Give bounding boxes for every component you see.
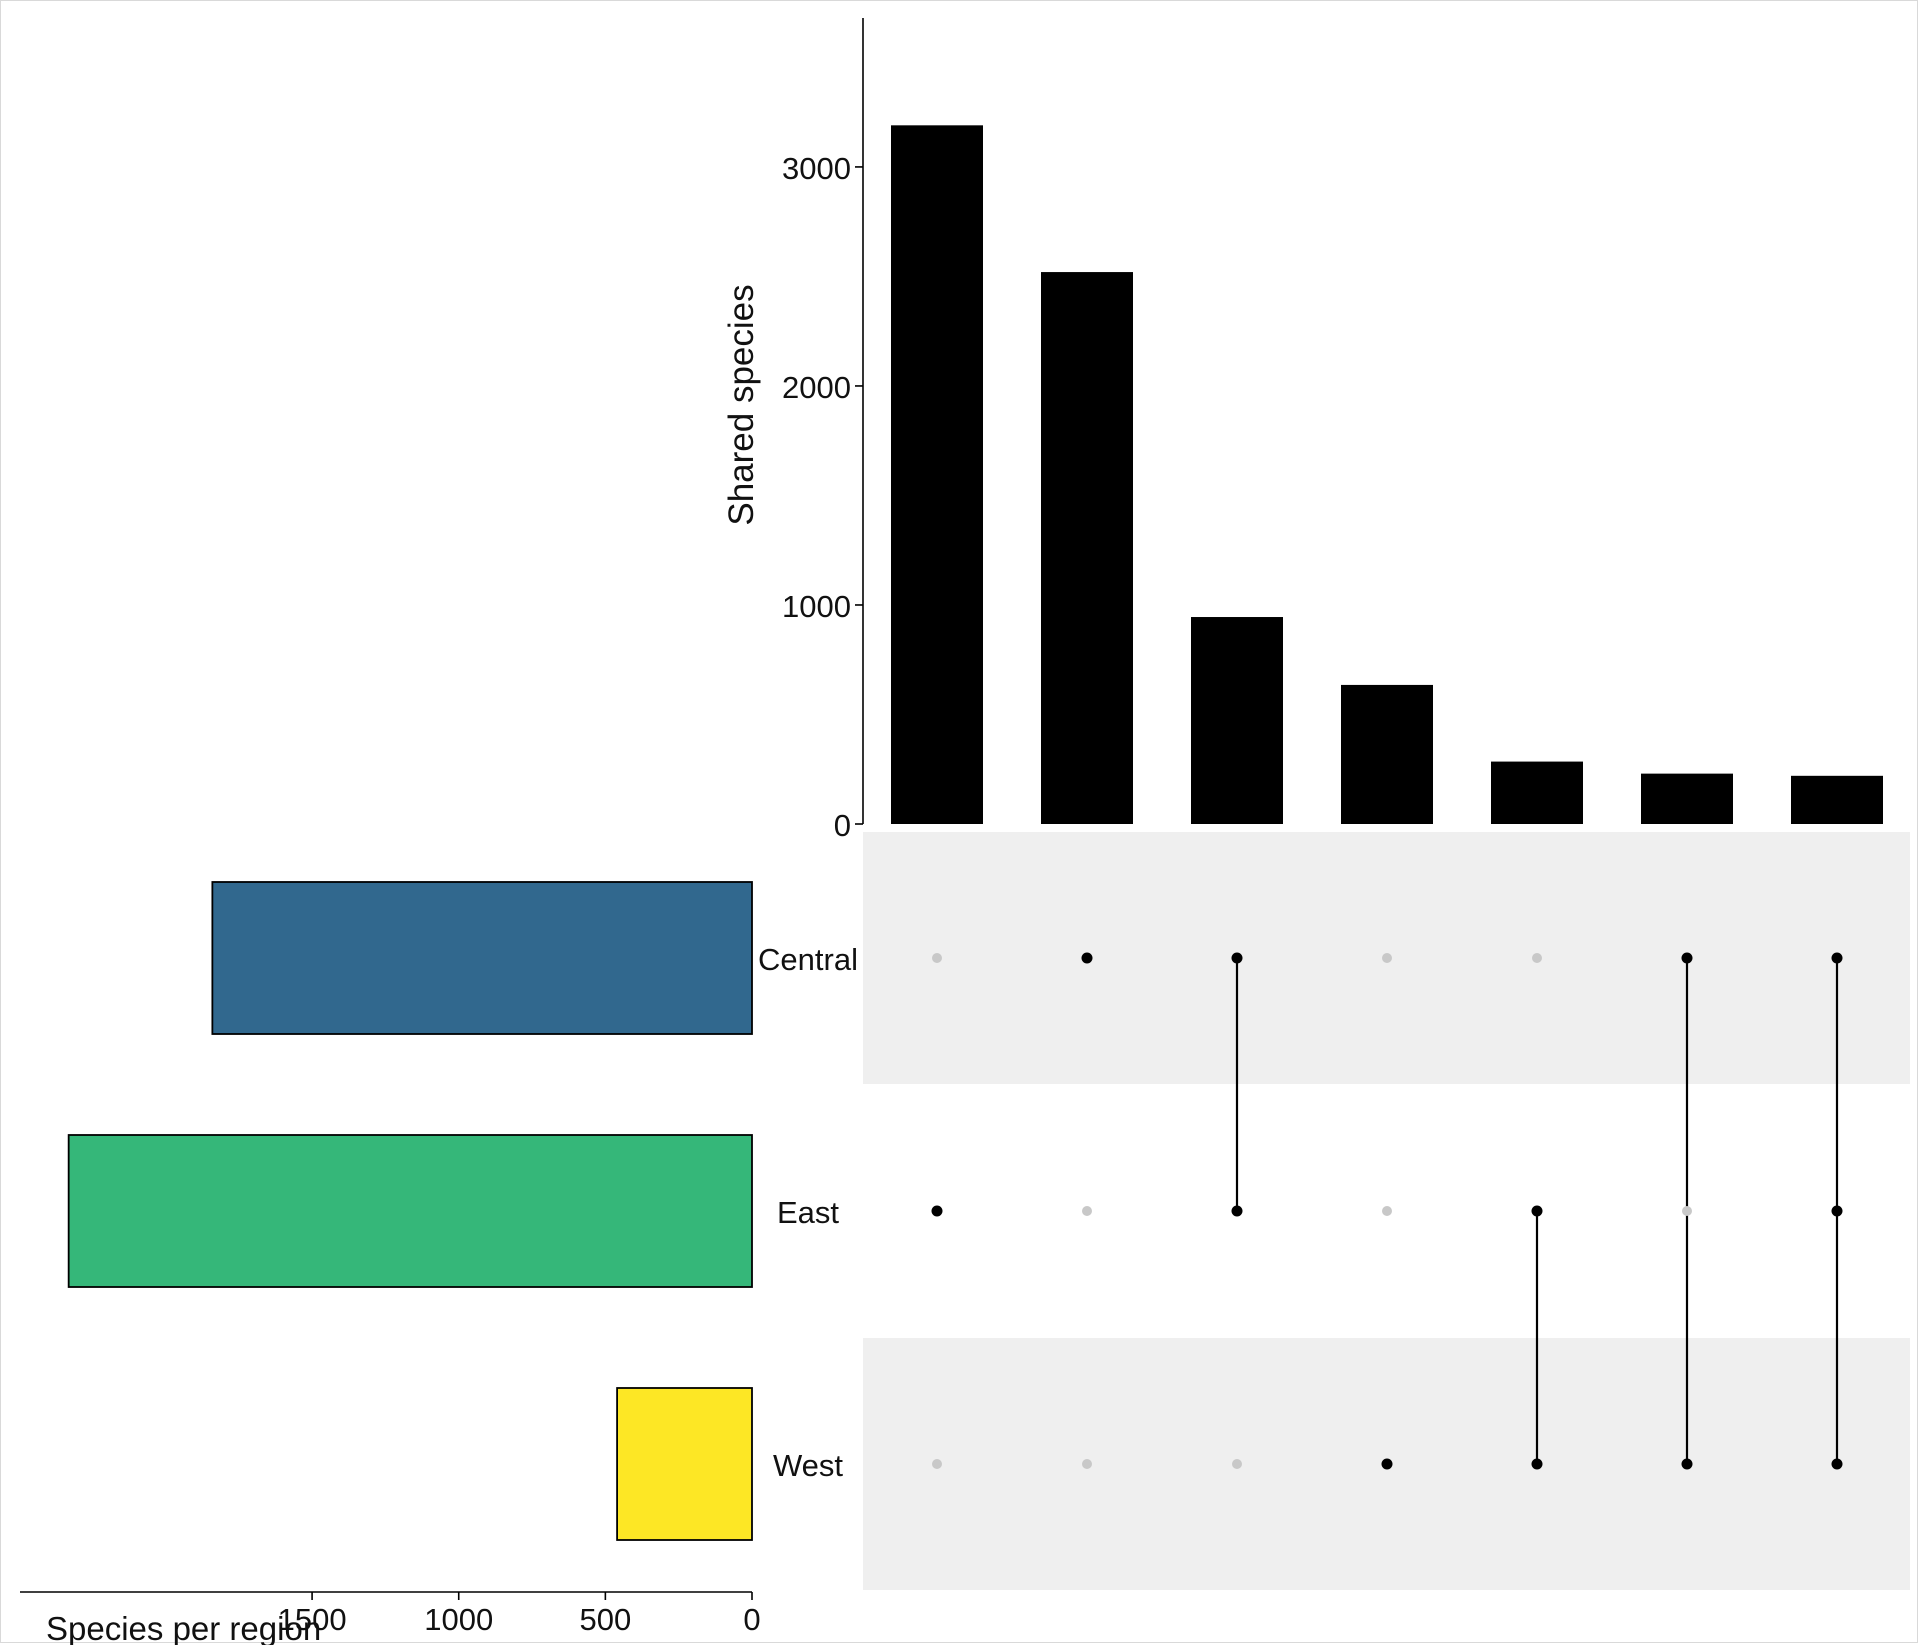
x-tick-label: 1500 [278,1602,347,1637]
set-size-axis: 0 500 1000 1500 Species per region [20,1591,761,1645]
intersection-bar [1491,761,1583,824]
intersection-bar [1041,272,1133,825]
matrix-dot-active [1231,952,1243,964]
set-bar-east [67,1134,753,1288]
matrix-dot-active [1831,1205,1843,1217]
matrix-dot-inactive [932,1459,942,1469]
matrix-dot-inactive [1682,1206,1692,1216]
intersection-axis-title: Shared species [722,284,761,525]
set-label-west: West [773,1448,843,1483]
matrix-dot-active [1381,1458,1393,1470]
set-label-east: East [777,1195,839,1230]
set-size-bars [67,881,753,1541]
matrix-dot-inactive [1382,953,1392,963]
matrix-dot-inactive [1382,1206,1392,1216]
matrix-dot-inactive [1082,1459,1092,1469]
matrix-dot-active [1681,1458,1693,1470]
intersection-bar [1191,617,1283,824]
matrix-dot-inactive [932,953,942,963]
matrix-dot-active [931,1205,943,1217]
x-tick-label: 0 [743,1602,760,1637]
matrix-row-bands [863,832,1910,1590]
intersection-bar [1641,773,1733,824]
set-labels: Central East West [758,942,858,1483]
matrix-dot-inactive [1232,1459,1242,1469]
y-tick-label: 1000 [782,589,851,624]
intersection-bar [891,125,983,824]
set-bar-west [616,1387,753,1541]
y-tick-label: 0 [834,808,851,843]
set-bar-central [211,881,753,1035]
matrix-dot-active [1681,952,1693,964]
intersection-matrix [931,952,1843,1470]
set-size-axis-ticks: 0 500 1000 1500 [278,1592,761,1637]
matrix-dot-active [1831,952,1843,964]
matrix-dot-active [1531,1205,1543,1217]
x-tick-label: 500 [579,1602,631,1637]
y-tick-label: 2000 [782,370,851,405]
matrix-dot-active [1531,1458,1543,1470]
x-tick-label: 1000 [424,1602,493,1637]
intersection-size-axis: 0 1000 2000 3000 Shared species [722,18,864,843]
intersection-bars [891,125,1883,825]
matrix-dot-active [1831,1458,1843,1470]
matrix-dot-inactive [1532,953,1542,963]
matrix-dot-inactive [1082,1206,1092,1216]
intersection-bar [1791,775,1883,824]
set-size-axis-title: Species per region [46,1610,321,1645]
y-tick-label: 3000 [782,151,851,186]
matrix-dot-active [1231,1205,1243,1217]
intersection-bar [1341,684,1433,824]
matrix-dot-active [1081,952,1093,964]
set-label-central: Central [758,942,858,977]
intersection-axis-ticks: 0 1000 2000 3000 [782,151,863,843]
